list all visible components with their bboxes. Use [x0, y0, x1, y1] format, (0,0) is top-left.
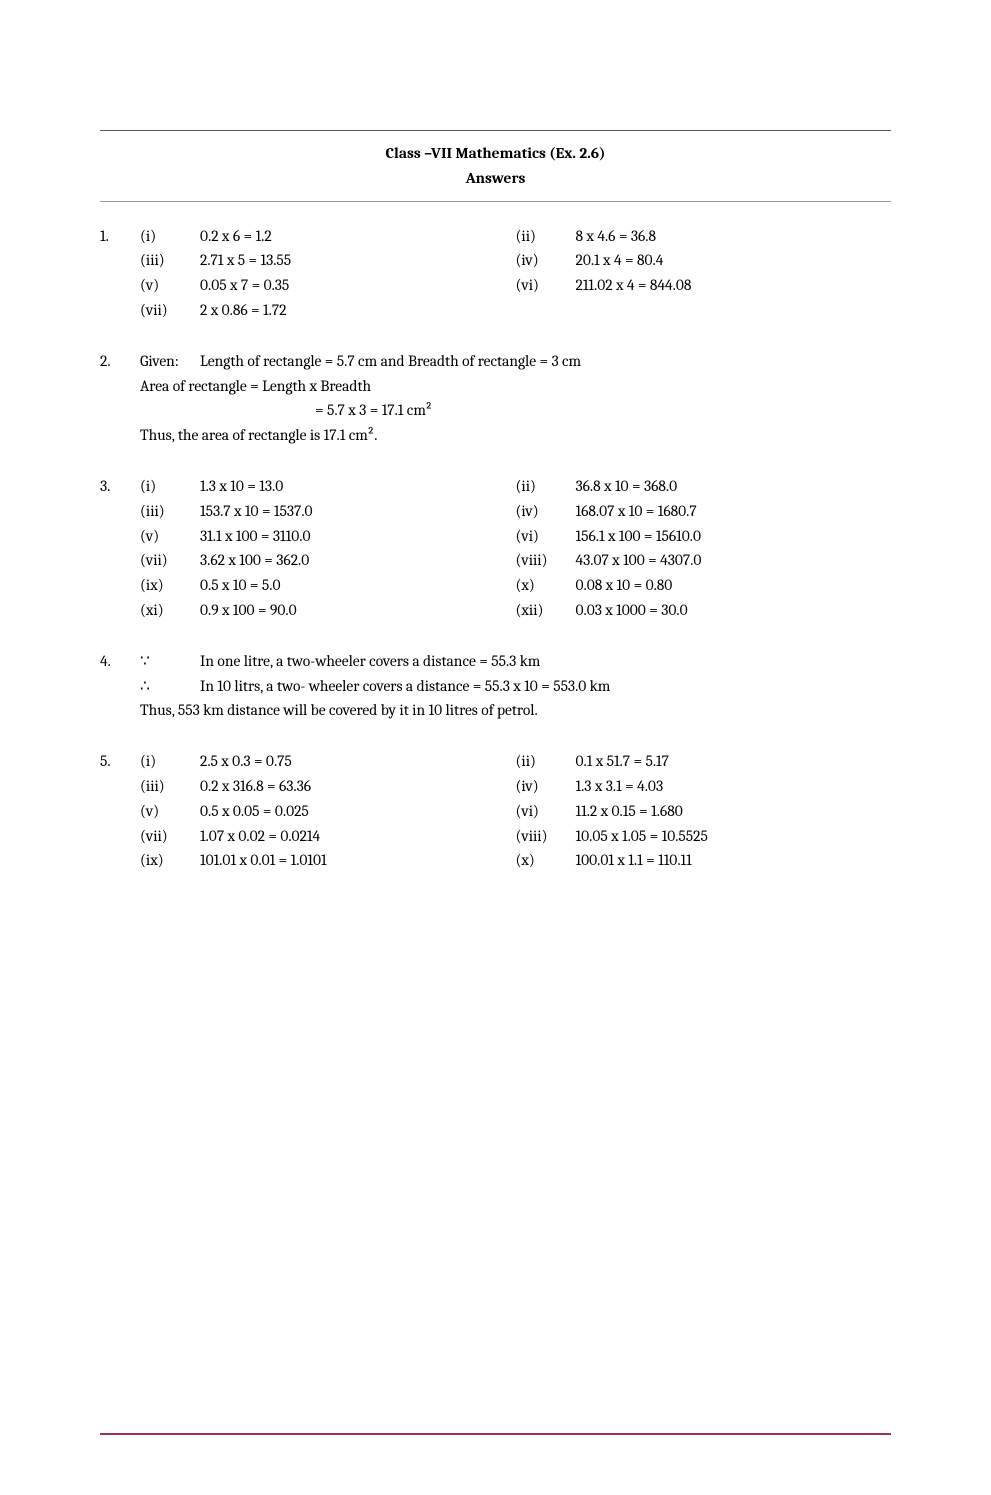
q5-vi-text: 11.2 x 0.15 = 1.680 [576, 799, 892, 824]
q5-i-text: 2.5 x 0.3 = 0.75 [200, 749, 516, 774]
q3-x-text: 0.08 x 10 = 0.80 [576, 573, 892, 598]
q1-i-label: (i) [140, 224, 200, 249]
q2-line3: = 5.7 x 3 = 17.1 cm² [140, 398, 891, 423]
q3-viii-label: (viii) [516, 548, 576, 573]
q2-number: 2. [100, 349, 140, 448]
q5-iii-text: 0.2 x 316.8 = 63.36 [200, 774, 516, 799]
question-2: 2. Given: Length of rectangle = 5.7 cm a… [100, 349, 891, 448]
sub-rule [100, 201, 891, 202]
q5-viii-text: 10.05 x 1.05 = 10.5525 [576, 824, 892, 849]
q3-i-label: (i) [140, 474, 200, 499]
question-5: 5. (i)2.5 x 0.3 = 0.75 (ii)0.1 x 51.7 = … [100, 749, 891, 873]
q3-xi-text: 0.9 x 100 = 90.0 [200, 598, 516, 623]
q5-v-text: 0.5 x 0.05 = 0.025 [200, 799, 516, 824]
q3-vi-label: (vi) [516, 524, 576, 549]
q1-v-text: 0.05 x 7 = 0.35 [200, 273, 516, 298]
question-4: 4. ∵ In one litre, a two-wheeler covers … [100, 649, 891, 723]
q2-line1: Length of rectangle = 5.7 cm and Breadth… [200, 349, 581, 374]
q3-x-label: (x) [516, 573, 576, 598]
q3-xii-label: (xii) [516, 598, 576, 623]
q1-vi-text: 211.02 x 4 = 844.08 [576, 273, 892, 298]
q1-v-label: (v) [140, 273, 200, 298]
q3-ii-label: (ii) [516, 474, 576, 499]
q2-line2: Area of rectangle = Length x Breadth [140, 374, 891, 399]
q3-iii-label: (iii) [140, 499, 200, 524]
q5-ii-text: 0.1 x 51.7 = 5.17 [576, 749, 892, 774]
q3-i-text: 1.3 x 10 = 13.0 [200, 474, 516, 499]
page-title: Class –VII Mathematics (Ex. 2.6) [100, 141, 891, 166]
q5-ix-text: 101.01 x 0.01 = 1.0101 [200, 848, 516, 873]
q3-body: (i)1.3 x 10 = 13.0 (ii)36.8 x 10 = 368.0… [140, 474, 891, 623]
q1-vii-label: (vii) [140, 298, 200, 323]
q1-iv-label: (iv) [516, 248, 576, 273]
q3-iv-text: 168.07 x 10 = 1680.7 [576, 499, 892, 524]
q1-iv-text: 20.1 x 4 = 80.4 [576, 248, 892, 273]
q1-number: 1. [100, 224, 140, 323]
q1-vii-text: 2 x 0.86 = 1.72 [200, 298, 516, 323]
q3-iv-label: (iv) [516, 499, 576, 524]
q1-vi-label: (vi) [516, 273, 576, 298]
q4-line3: Thus, 553 km distance will be covered by… [140, 698, 891, 723]
q4-line2: In 10 litrs, a two- wheeler covers a dis… [200, 674, 610, 699]
q3-vii-text: 3.62 x 100 = 362.0 [200, 548, 516, 573]
question-1: 1. (i)0.2 x 6 = 1.2 (ii)8 x 4.6 = 36.8 (… [100, 224, 891, 323]
therefore-icon: ∴ [140, 674, 200, 699]
title-block: Class –VII Mathematics (Ex. 2.6) Answers [100, 141, 891, 191]
q1-ii-label: (ii) [516, 224, 576, 249]
because-icon: ∵ [140, 649, 200, 674]
q1-ii-text: 8 x 4.6 = 36.8 [576, 224, 892, 249]
q3-number: 3. [100, 474, 140, 623]
q5-ix-label: (ix) [140, 848, 200, 873]
q5-body: (i)2.5 x 0.3 = 0.75 (ii)0.1 x 51.7 = 5.1… [140, 749, 891, 873]
q2-given-label: Given: [140, 349, 200, 374]
q5-ii-label: (ii) [516, 749, 576, 774]
q3-viii-text: 43.07 x 100 = 4307.0 [576, 548, 892, 573]
q3-v-text: 31.1 x 100 = 3110.0 [200, 524, 516, 549]
q3-ix-text: 0.5 x 10 = 5.0 [200, 573, 516, 598]
page-subtitle: Answers [100, 166, 891, 191]
q5-vii-text: 1.07 x 0.02 = 0.0214 [200, 824, 516, 849]
q5-x-label: (x) [516, 848, 576, 873]
q5-iv-text: 1.3 x 3.1 = 4.03 [576, 774, 892, 799]
q2-body: Given: Length of rectangle = 5.7 cm and … [140, 349, 891, 448]
q4-number: 4. [100, 649, 140, 723]
q1-iii-label: (iii) [140, 248, 200, 273]
q5-viii-label: (viii) [516, 824, 576, 849]
q1-i-text: 0.2 x 6 = 1.2 [200, 224, 516, 249]
top-rule [100, 130, 891, 131]
bottom-rule [100, 1433, 891, 1435]
q5-i-label: (i) [140, 749, 200, 774]
q5-x-text: 100.01 x 1.1 = 110.11 [576, 848, 892, 873]
q5-vii-label: (vii) [140, 824, 200, 849]
q3-ii-text: 36.8 x 10 = 368.0 [576, 474, 892, 499]
q5-v-label: (v) [140, 799, 200, 824]
q1-body: (i)0.2 x 6 = 1.2 (ii)8 x 4.6 = 36.8 (iii… [140, 224, 891, 323]
q3-vii-label: (vii) [140, 548, 200, 573]
q3-vi-text: 156.1 x 100 = 15610.0 [576, 524, 892, 549]
q5-number: 5. [100, 749, 140, 873]
q5-iii-label: (iii) [140, 774, 200, 799]
q3-iii-text: 153.7 x 10 = 1537.0 [200, 499, 516, 524]
question-3: 3. (i)1.3 x 10 = 13.0 (ii)36.8 x 10 = 36… [100, 474, 891, 623]
q2-line4: Thus, the area of rectangle is 17.1 cm². [140, 423, 891, 448]
q5-iv-label: (iv) [516, 774, 576, 799]
q5-vi-label: (vi) [516, 799, 576, 824]
q4-body: ∵ In one litre, a two-wheeler covers a d… [140, 649, 891, 723]
q3-ix-label: (ix) [140, 573, 200, 598]
q3-xii-text: 0.03 x 1000 = 30.0 [576, 598, 892, 623]
q3-v-label: (v) [140, 524, 200, 549]
q1-iii-text: 2.71 x 5 = 13.55 [200, 248, 516, 273]
q4-line1: In one litre, a two-wheeler covers a dis… [200, 649, 540, 674]
q3-xi-label: (xi) [140, 598, 200, 623]
